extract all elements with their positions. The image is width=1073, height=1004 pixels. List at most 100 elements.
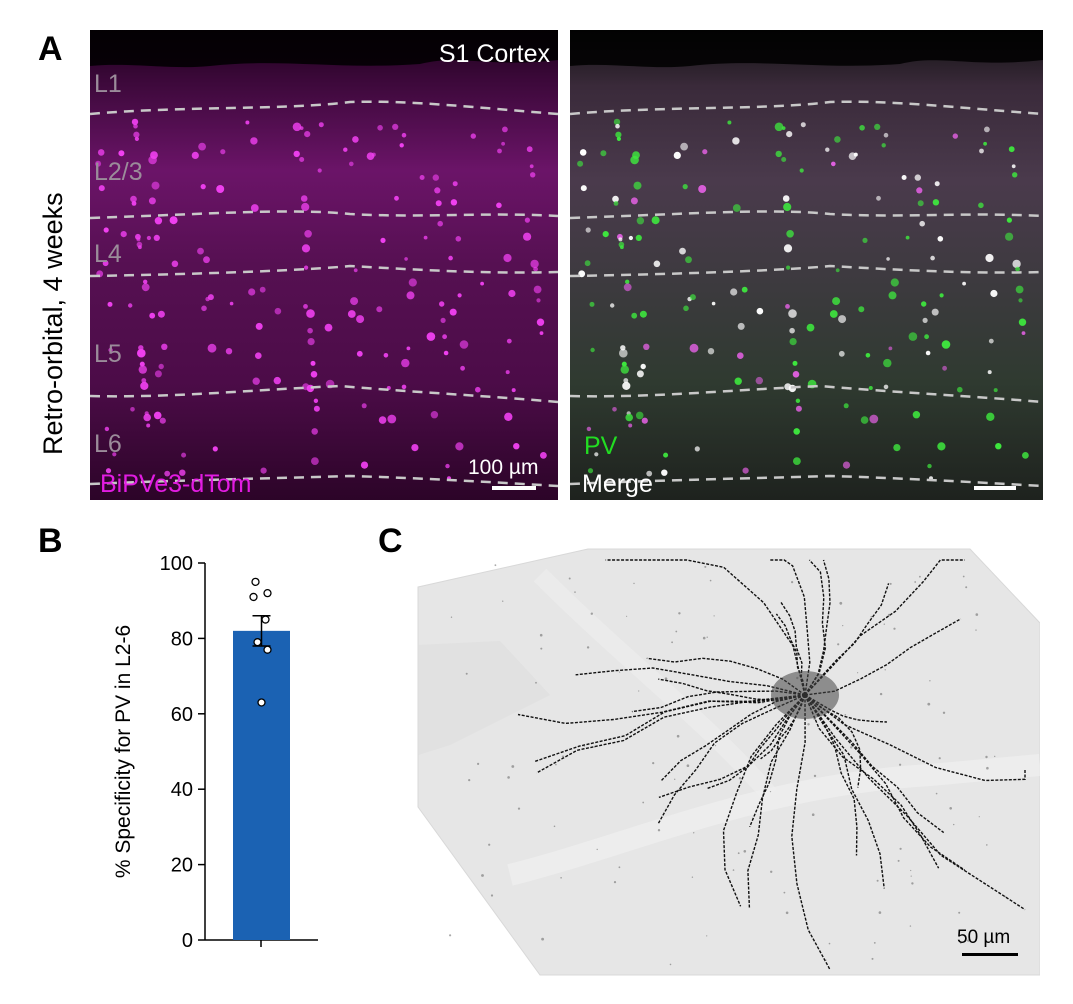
dtom-cell xyxy=(432,174,439,181)
y-tick-label: 20 xyxy=(171,855,193,877)
dtom-cell xyxy=(130,407,135,412)
merge-cell xyxy=(610,303,615,308)
dtom-cell xyxy=(435,200,442,207)
background-speck xyxy=(910,875,912,877)
dtom-cell xyxy=(480,281,484,286)
background-speck xyxy=(897,859,900,862)
background-speck xyxy=(657,829,661,832)
merge-cell xyxy=(985,253,994,263)
dtom-cell xyxy=(292,122,302,132)
merge-cell xyxy=(579,149,587,156)
dtom-cell xyxy=(149,312,156,319)
dtom-cell xyxy=(304,131,311,138)
merge-cell xyxy=(799,168,804,173)
dtom-cell xyxy=(394,195,399,201)
dtom-cell xyxy=(134,136,139,141)
y-axis-label: % Specificity for PV in L2-6 xyxy=(112,625,135,878)
dtom-cell xyxy=(112,452,117,457)
merge-cell xyxy=(788,309,797,318)
background-speck xyxy=(884,669,886,671)
dtom-cell xyxy=(530,259,539,269)
background-speck xyxy=(477,762,480,765)
merge-cell xyxy=(584,260,591,267)
neurite xyxy=(804,694,965,871)
dtom-cell xyxy=(430,411,439,419)
dtom-cell xyxy=(524,217,530,223)
background-speck xyxy=(887,613,891,617)
background-speck xyxy=(899,763,902,766)
merge-cell xyxy=(589,301,595,307)
merge-cell xyxy=(630,197,638,205)
merge-cell xyxy=(937,236,944,242)
background-speck xyxy=(967,939,970,942)
dtom-cell xyxy=(299,157,305,162)
dtom-cell xyxy=(181,452,187,458)
merge-cell xyxy=(984,126,990,133)
layer-label-l1: L1 xyxy=(94,70,122,98)
background-speck xyxy=(953,823,955,826)
merge-cell xyxy=(838,350,845,357)
merge-cell xyxy=(914,174,921,181)
dtom-cell xyxy=(318,122,324,128)
dtom-cell xyxy=(408,278,417,287)
dtom-cell xyxy=(103,227,109,233)
merge-cell xyxy=(883,358,892,368)
dtom-cell xyxy=(353,268,358,273)
background-speck xyxy=(590,612,593,615)
merge-cell xyxy=(734,377,742,385)
channel-label-pv: PV xyxy=(584,432,618,460)
background-speck xyxy=(507,776,510,779)
dtom-cell xyxy=(107,301,113,307)
dtom-cell xyxy=(293,150,300,158)
merge-cell xyxy=(646,470,653,477)
scale-bar-100um xyxy=(492,486,536,490)
dtom-cell xyxy=(150,151,158,159)
data-point xyxy=(249,592,258,602)
merge-cell xyxy=(1012,259,1021,269)
merge-cell xyxy=(792,371,800,378)
dtom-cell xyxy=(148,197,156,205)
background-speck xyxy=(857,672,859,674)
background-speck xyxy=(541,937,544,941)
dtom-cell xyxy=(260,467,267,474)
dtom-cell xyxy=(108,347,113,353)
merge-cell xyxy=(730,288,738,296)
merge-cell xyxy=(782,195,790,202)
merge-cell xyxy=(1018,298,1023,303)
background-speck xyxy=(876,879,879,882)
merge-cell xyxy=(741,286,748,293)
dtom-cell xyxy=(157,310,165,318)
neuron-image xyxy=(417,548,1041,976)
merge-cell xyxy=(612,407,617,412)
merge-cell xyxy=(932,199,940,206)
y-tick-label: 100 xyxy=(160,553,193,575)
data-point xyxy=(251,577,260,586)
dtom-cell xyxy=(380,237,386,243)
background-speck xyxy=(914,581,917,583)
dtom-cell xyxy=(452,181,458,187)
dtom-cell xyxy=(95,160,102,167)
layer-label-l23: L2/3 xyxy=(94,158,143,186)
merge-cell xyxy=(1021,331,1026,335)
dtom-cell xyxy=(419,175,425,180)
background-speck xyxy=(691,876,694,878)
dtom-cell xyxy=(143,279,148,284)
dtom-cell xyxy=(360,461,369,469)
neurite xyxy=(804,694,1026,782)
data-point xyxy=(263,589,272,598)
merge-cell xyxy=(860,416,869,424)
dtom-cell xyxy=(128,303,133,308)
merge-cell xyxy=(876,195,881,201)
neurite xyxy=(575,667,806,696)
merge-cell xyxy=(620,245,624,250)
dtom-cell xyxy=(131,118,139,126)
background-speck xyxy=(743,850,747,853)
merge-cell xyxy=(983,141,987,146)
dtom-cell xyxy=(229,301,234,306)
panel-label-b: B xyxy=(38,522,63,560)
merge-cell xyxy=(679,247,686,255)
merge-cell xyxy=(663,452,669,458)
dtom-cell xyxy=(141,283,150,292)
dtom-cell xyxy=(250,137,258,145)
dtom-cell xyxy=(225,348,233,355)
